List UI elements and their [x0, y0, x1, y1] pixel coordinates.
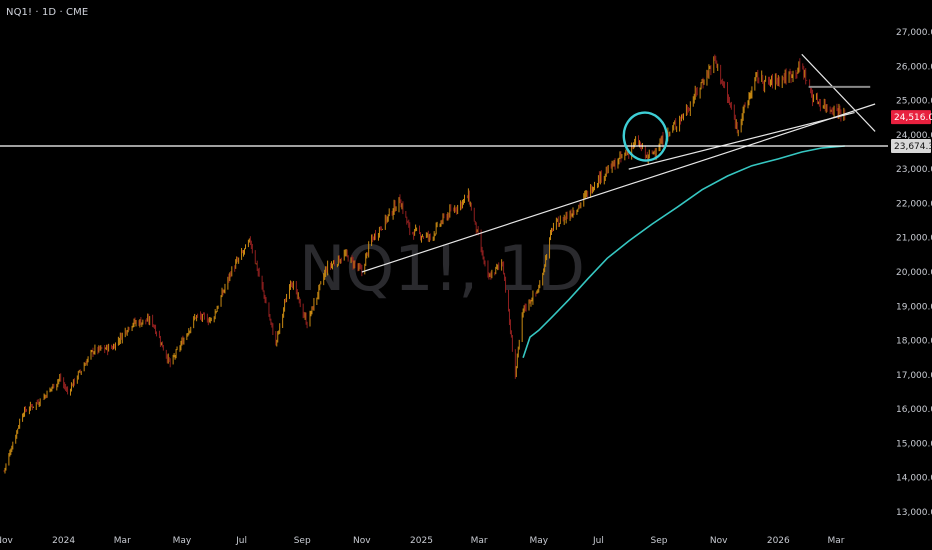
x-tick-label: Mar [114, 536, 131, 546]
x-tick-label: May [529, 536, 548, 546]
trend-line [801, 53, 876, 132]
y-tick-label: 22,000.0 [896, 199, 932, 209]
y-tick-label: 17,000.0 [896, 371, 932, 381]
y-tick-label: 21,000.0 [896, 234, 932, 244]
y-tick-label: 14,000.0 [896, 474, 932, 484]
x-tick-label: Nov [353, 536, 371, 546]
trend-line [361, 103, 876, 273]
x-tick-label: Sep [294, 536, 311, 546]
moving-average-line [522, 145, 845, 358]
price-axis[interactable]: 27,000.0 26,000.0 25,000.0 24,000.0 23,000.0… [896, 28, 932, 518]
circle-annotation [622, 111, 669, 162]
last-price-tag [891, 110, 931, 125]
trend-line [628, 111, 855, 170]
x-tick-label: Mar [471, 536, 488, 546]
y-tick-label: 13,000.0 [896, 508, 932, 518]
price-bars [3, 54, 846, 474]
chart-watermark: NQ1!, 1D [299, 232, 585, 305]
last-price-label: 24,516.0 [894, 113, 932, 123]
x-tick-label: 2025 [410, 536, 433, 546]
level-label: 23,674.3 [894, 142, 932, 152]
x-tick-label: Jul [592, 536, 604, 546]
y-tick-label: 18,000.0 [896, 337, 932, 347]
y-tick-label: 27,000.0 [896, 28, 932, 38]
axis-tags: 24,516.0 23,674.3 [891, 110, 932, 154]
level-tag [891, 139, 931, 154]
y-tick-label: 20,000.0 [896, 268, 932, 278]
x-tick-label: Jul [235, 536, 247, 546]
chart-drawings [0, 53, 888, 358]
symbol-header[interactable]: NQ1! · 1D · CME [6, 7, 89, 18]
x-tick-label: May [173, 536, 192, 546]
y-tick-label: 19,000.0 [896, 302, 932, 312]
y-tick-label: 25,000.0 [896, 97, 932, 107]
y-tick-label: 15,000.0 [896, 439, 932, 449]
x-tick-label: 2026 [767, 536, 790, 546]
y-tick-label: 24,000.0 [896, 131, 932, 141]
x-tick-label: Mar [828, 536, 845, 546]
y-tick-label: 23,000.0 [896, 165, 932, 175]
time-axis[interactable]: Nov 2024 Mar May Jul Sep Nov 2025 Mar May Jul Sep No… [0, 536, 845, 546]
x-tick-label: Nov [710, 536, 728, 546]
y-tick-label: 26,000.0 [896, 62, 932, 72]
x-tick-label: 2024 [52, 536, 75, 546]
x-tick-label: Sep [651, 536, 668, 546]
x-tick-label: Nov [0, 536, 13, 546]
y-tick-label: 16,000.0 [896, 405, 932, 415]
